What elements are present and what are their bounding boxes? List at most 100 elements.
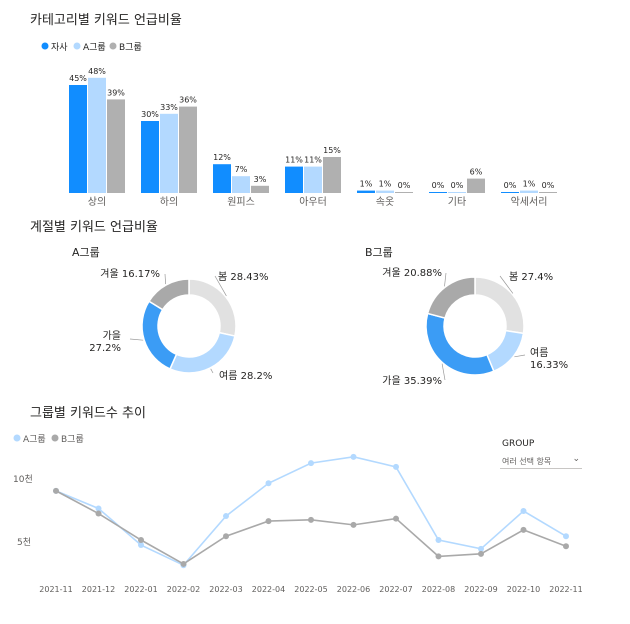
category-label: 상의 — [88, 196, 106, 208]
line-point — [180, 560, 187, 567]
line-point — [393, 463, 399, 470]
donut-leader-line — [214, 275, 227, 297]
donut-a-subtitle: A그룹 — [72, 246, 100, 259]
line-point — [520, 526, 527, 533]
bar-value-label: 48% — [88, 67, 106, 76]
donut-leader-line — [129, 338, 144, 341]
line-series — [55, 490, 567, 565]
line-point — [478, 550, 484, 557]
donut-label: 16.33% — [530, 360, 568, 371]
line-point — [520, 508, 527, 515]
legend-marker-b — [109, 42, 117, 50]
bar — [232, 176, 250, 193]
line-point — [478, 545, 484, 552]
line-marks: 2021-11 2021-12 2022-01 2022-02 2022-03 2022-… — [39, 453, 583, 594]
donut-b-subtitle: B그룹 — [365, 246, 393, 259]
bar-value-label: 36% — [179, 96, 197, 105]
x-tick-label: 2022-02 — [167, 585, 200, 594]
group-filter-value: 여러 선택 항목 — [502, 457, 552, 466]
category-label: 아우터 — [299, 196, 327, 208]
category-label: 하의 — [160, 195, 178, 208]
bar-value-label: 11% — [304, 156, 322, 165]
x-tick-label: 2022-01 — [124, 585, 157, 594]
category-label: 속옷 — [376, 196, 394, 208]
donut-label: 27.2% — [89, 343, 121, 354]
x-tick-label: 2022-04 — [252, 585, 285, 594]
bar — [448, 192, 466, 193]
line-point — [393, 515, 399, 522]
bar-value-label: 0% — [451, 181, 464, 190]
chevron-down-icon: ⌄ — [572, 454, 580, 464]
line-point — [138, 537, 144, 543]
x-tick-label: 2022-05 — [294, 585, 327, 594]
bar-legend[interactable]: 자사 A그룹 B그룹 — [41, 42, 142, 53]
donut-label: 봄 28.43% — [218, 271, 269, 283]
donut-slice — [485, 329, 525, 373]
bar-value-label: 0% — [504, 181, 517, 190]
bar — [285, 166, 303, 193]
donut-leader-line — [499, 275, 514, 294]
line-point — [563, 533, 569, 540]
donut-leader-line — [444, 272, 447, 287]
bar-value-label: 7% — [235, 165, 248, 174]
bar-value-label: 0% — [432, 181, 445, 190]
bar-value-label: 1% — [523, 180, 536, 189]
bar — [251, 185, 269, 193]
line-point — [265, 518, 272, 525]
bar — [429, 192, 447, 193]
bar-value-label: 30% — [141, 110, 159, 119]
bar — [107, 99, 125, 193]
donut-label: 겨울 20.88% — [382, 267, 442, 279]
bar-value-label: 3% — [254, 175, 267, 184]
donut-slice — [148, 278, 190, 311]
category-label: 악세서리 — [511, 196, 548, 208]
line-point — [350, 453, 357, 460]
donut-leader-line — [210, 368, 214, 374]
donut-label: 여름 — [530, 347, 548, 359]
bar-value-label: 45% — [69, 74, 87, 83]
bar — [88, 77, 106, 193]
bar — [520, 190, 538, 193]
legend-marker-a — [73, 42, 81, 50]
bar — [69, 85, 87, 193]
donut-leader-line — [164, 273, 167, 285]
bar — [160, 113, 178, 193]
legend-label-a: A그룹 — [83, 42, 106, 53]
bar-value-label: 6% — [470, 168, 483, 177]
legend-label-jasa: 자사 — [51, 42, 68, 53]
bar — [539, 192, 557, 193]
bar-value-label: 15% — [323, 146, 341, 155]
donut-slice — [188, 278, 237, 337]
donut-slice — [141, 300, 178, 370]
bar-value-label: 0% — [398, 181, 411, 190]
filter-label: GROUP — [502, 439, 535, 449]
line-legend[interactable]: A그룹 B그룹 — [13, 434, 84, 445]
donut-slice — [426, 276, 476, 319]
line-point — [435, 537, 442, 543]
bar-value-label: 11% — [285, 156, 303, 165]
legend-label-a-line: A그룹 — [23, 434, 46, 445]
bar-value-label: 1% — [379, 180, 392, 189]
bar — [501, 192, 519, 193]
bar — [323, 157, 341, 193]
legend-label-b: B그룹 — [119, 42, 142, 53]
donut-label: 봄 27.4% — [509, 271, 553, 283]
line-chart-title: 그룹별 키워드수 추이 — [30, 406, 146, 421]
category-label: 기타 — [448, 196, 466, 208]
group-filter-dropdown[interactable]: 여러 선택 항목 ⌄ — [500, 453, 582, 469]
line-point — [223, 533, 229, 540]
line-point — [95, 510, 102, 517]
donut-label: 가을 — [103, 330, 121, 342]
bar-value-label: 39% — [107, 88, 125, 97]
bar-value-label: 33% — [160, 103, 178, 112]
donut-label: 가을 35.39% — [382, 375, 442, 387]
bar-value-label: 12% — [213, 153, 231, 162]
x-tick-label: 2022-03 — [209, 585, 242, 594]
line-point — [563, 543, 569, 550]
x-tick-label: 2022-11 — [549, 585, 582, 594]
line-point — [53, 487, 59, 494]
line-point — [138, 542, 144, 549]
